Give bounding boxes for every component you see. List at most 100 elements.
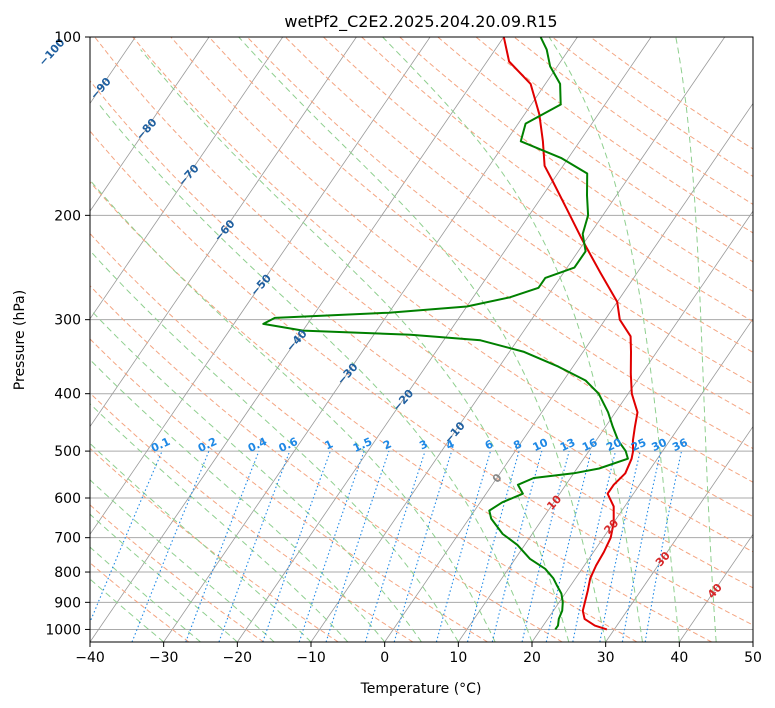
mixing-ratio-line <box>466 450 520 642</box>
mixing-ratio-label: 0.1 <box>149 435 172 455</box>
mixing-ratio-line <box>621 450 662 642</box>
x-tick-label: −20 <box>223 650 253 666</box>
isotherm-line <box>237 37 652 642</box>
x-tick-label: 40 <box>670 650 688 666</box>
dry-adiabat-line <box>437 37 753 263</box>
isotherm-line <box>605 425 753 642</box>
dry-adiabat-line <box>284 37 753 385</box>
dry-adiabat-line <box>361 37 753 323</box>
mixing-ratio-line <box>262 450 331 642</box>
line-labels: 0.1 0.2 0.4 0.6 1 1.5 2 3 4 6 8 10 13 16 20 25 30 36−100−… <box>36 36 725 601</box>
x-tick-label: 30 <box>597 650 615 666</box>
mixing-ratio-line <box>491 450 543 642</box>
dry-adiabat-line <box>90 130 753 626</box>
mixing-ratio-label: 0.6 <box>277 435 300 455</box>
dry-adiabat-label: −90 <box>88 75 114 102</box>
mixing-ratio-label: 25 <box>629 436 648 454</box>
mixing-ratio-line <box>545 450 592 642</box>
x-axis: −40 −30 −20 −10 0 10 20 30 40 50 <box>75 642 762 666</box>
dry-adiabat-line <box>90 338 488 642</box>
y-tick-label: 900 <box>54 595 81 611</box>
dry-adiabat-label: −70 <box>176 162 202 189</box>
mixing-ratio-label: 6 <box>483 437 496 452</box>
dry-adiabat-line <box>399 37 753 292</box>
dry-adiabat-label: −60 <box>212 217 238 244</box>
isotherm-line <box>458 210 753 642</box>
x-tick-label: −40 <box>75 650 105 666</box>
mixing-ratio-line <box>298 450 365 642</box>
moist-adiabat-line <box>675 37 717 642</box>
moist-adiabat-line <box>90 513 238 642</box>
y-tick-label: 700 <box>54 531 81 547</box>
isotherm-line <box>679 533 753 642</box>
dry-adiabat-label: −30 <box>335 360 361 387</box>
mixing-ratio-line <box>185 450 260 642</box>
mixing-ratio-label: 36 <box>670 436 690 454</box>
mixing-ratio-label: 8 <box>511 437 523 452</box>
isotherm-line <box>90 37 357 428</box>
isotherm-line <box>90 37 431 535</box>
mixing-ratio-line <box>131 450 210 642</box>
y-tick-label: 1000 <box>45 622 81 638</box>
y-tick-label: 400 <box>54 387 81 403</box>
isotherm-line <box>163 37 578 642</box>
mixing-ratio-label: 1.5 <box>351 435 374 455</box>
moist-adiabat-line <box>98 104 533 642</box>
dry-adiabat-label: 20 <box>601 516 621 536</box>
dry-adiabat-line <box>170 37 753 483</box>
x-axis-label: Temperature (°C) <box>360 681 482 697</box>
moist-adiabat-line <box>90 358 386 642</box>
mixing-ratio-line <box>364 450 426 642</box>
x-tick-label: 50 <box>744 650 762 666</box>
mixing-ratio-line <box>435 450 492 642</box>
mixing-ratio-label: 16 <box>580 436 600 454</box>
temperature-profile-line <box>502 37 639 631</box>
mixing-ratio-label: 13 <box>558 436 577 454</box>
mixing-ratio-line <box>325 450 390 642</box>
isotherm-line <box>752 641 753 642</box>
moist-adiabat-line <box>90 479 275 642</box>
dry-adiabat-line <box>90 392 414 642</box>
y-tick-label: 200 <box>54 208 81 224</box>
mixing-ratio-line <box>218 450 291 642</box>
dry-adiabat-line <box>90 232 638 642</box>
mixing-ratio-label: 1 <box>323 437 335 452</box>
dry-adiabat-label: −80 <box>133 116 159 143</box>
mixing-ratio-line <box>521 450 570 642</box>
moist-adiabat-line <box>238 37 607 642</box>
isotherm-line <box>90 37 210 212</box>
moist-adiabat-line <box>90 179 496 642</box>
dewpoint-profile-line <box>262 37 629 630</box>
plot-frame <box>89 36 754 643</box>
dry-adiabat-line <box>90 504 264 642</box>
mixing-ratio-line <box>90 450 163 624</box>
dry-adiabat-label: 0 <box>490 471 505 486</box>
isotherm-line <box>384 102 753 642</box>
background-lines <box>90 37 753 642</box>
y-tick-label: 800 <box>54 565 81 581</box>
moist-adiabat-line <box>90 546 201 642</box>
moist-adiabat-line <box>90 249 459 642</box>
x-tick-label: −10 <box>296 650 326 666</box>
isotherm-line <box>90 37 284 320</box>
profile-series <box>262 37 639 631</box>
mixing-ratio-label: 10 <box>531 436 551 454</box>
moist-adiabat-line <box>140 49 570 642</box>
mixing-ratio-line <box>393 450 453 642</box>
x-tick-label: −30 <box>149 650 179 666</box>
dry-adiabat-line <box>323 37 753 353</box>
mixing-ratio-label: 30 <box>650 436 670 454</box>
dry-adiabat-line <box>90 181 712 642</box>
y-tick-label: 500 <box>54 444 81 460</box>
dry-adiabat-line <box>90 285 563 642</box>
dry-adiabat-line <box>132 37 753 518</box>
y-axis: 100 200 300 400 500 600 700 800 900 1000 <box>45 30 90 638</box>
moist-adiabat-line <box>90 578 165 642</box>
moist-adiabat-line <box>382 37 643 642</box>
x-tick-label: 20 <box>523 650 541 666</box>
mixing-ratio-label: 0.4 <box>246 435 269 455</box>
mixing-ratio-line <box>572 450 617 642</box>
moist-adiabat-line <box>548 37 680 642</box>
mixing-ratio-label: 3 <box>417 437 429 452</box>
